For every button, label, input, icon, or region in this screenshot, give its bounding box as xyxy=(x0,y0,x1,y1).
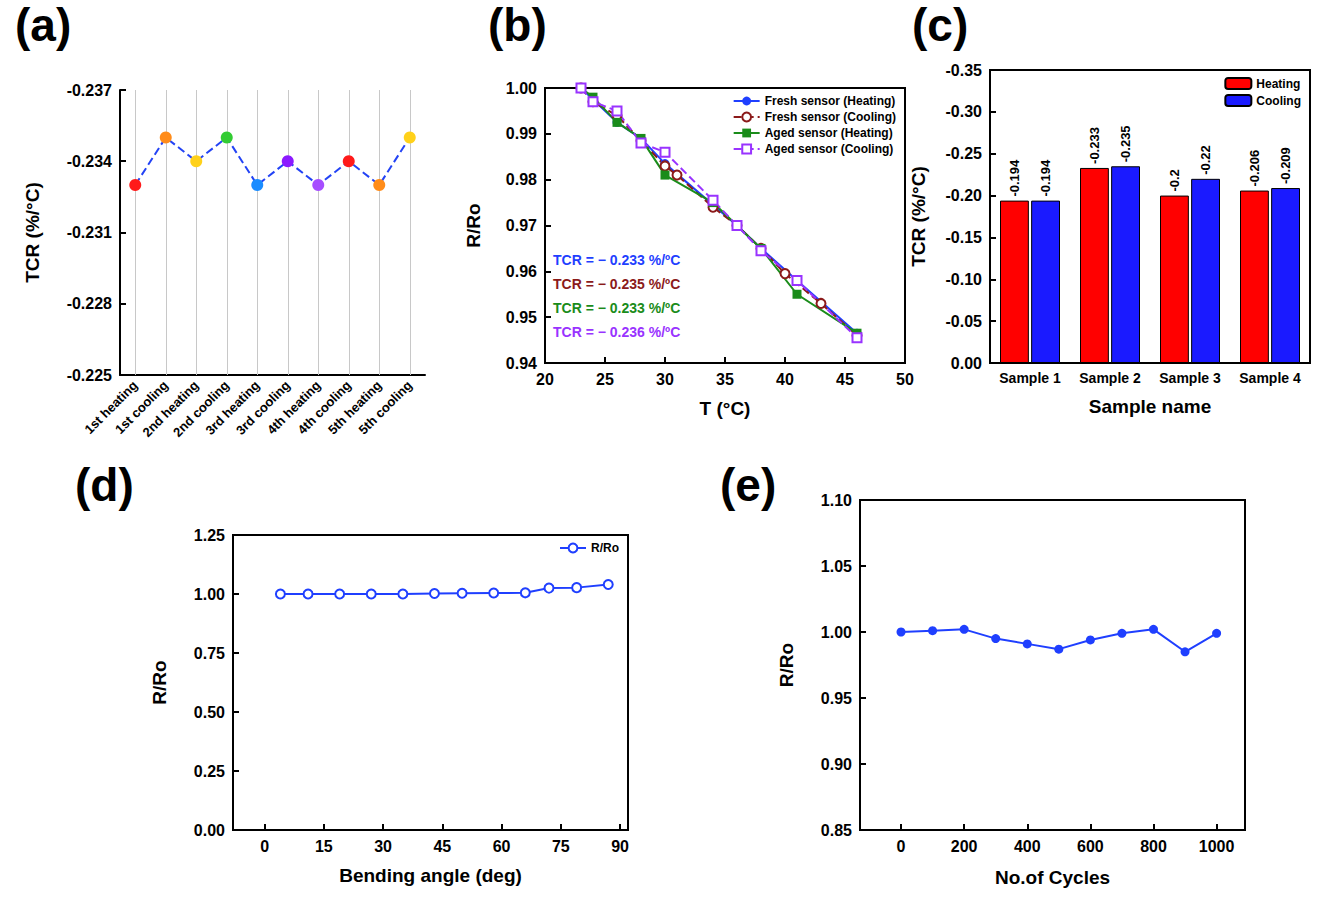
svg-text:3rd heating: 3rd heating xyxy=(202,377,263,438)
svg-text:-0.206: -0.206 xyxy=(1247,150,1262,187)
svg-text:1000: 1000 xyxy=(1199,838,1235,855)
svg-text:0.95: 0.95 xyxy=(506,309,537,326)
svg-text:0.85: 0.85 xyxy=(821,822,852,839)
svg-text:-0.15: -0.15 xyxy=(946,229,983,246)
svg-text:1.25: 1.25 xyxy=(194,527,225,544)
svg-text:(e): (e) xyxy=(720,459,776,511)
svg-text:35: 35 xyxy=(716,371,734,388)
svg-text:30: 30 xyxy=(656,371,674,388)
svg-text:-0.25: -0.25 xyxy=(946,145,983,162)
svg-text:Fresh sensor (Cooling): Fresh sensor (Cooling) xyxy=(765,110,896,124)
svg-text:800: 800 xyxy=(1140,838,1167,855)
svg-text:3rd cooling: 3rd cooling xyxy=(233,377,294,438)
svg-text:-0.237: -0.237 xyxy=(67,82,112,99)
svg-text:40: 40 xyxy=(776,371,794,388)
svg-text:R/Ro: R/Ro xyxy=(463,203,484,247)
svg-text:-0.234: -0.234 xyxy=(67,153,112,170)
svg-text:0.98: 0.98 xyxy=(506,171,537,188)
svg-text:0.90: 0.90 xyxy=(821,756,852,773)
svg-text:15: 15 xyxy=(315,838,333,855)
svg-text:-0.233: -0.233 xyxy=(1087,127,1102,164)
svg-text:Fresh sensor (Heating): Fresh sensor (Heating) xyxy=(765,94,896,108)
svg-text:-0.225: -0.225 xyxy=(67,367,112,384)
svg-text:T (°C): T (°C) xyxy=(700,398,751,419)
svg-text:Heating: Heating xyxy=(1256,77,1300,91)
svg-text:0: 0 xyxy=(260,838,269,855)
svg-text:30: 30 xyxy=(374,838,392,855)
svg-text:-0.20: -0.20 xyxy=(946,187,983,204)
svg-text:0.75: 0.75 xyxy=(194,645,225,662)
svg-text:-0.35: -0.35 xyxy=(946,62,983,79)
svg-text:0.25: 0.25 xyxy=(194,763,225,780)
svg-text:20: 20 xyxy=(536,371,554,388)
svg-text:5th cooling: 5th cooling xyxy=(355,378,415,438)
svg-text:0.50: 0.50 xyxy=(194,704,225,721)
svg-text:Aged sensor (Cooling): Aged sensor (Cooling) xyxy=(765,142,894,156)
svg-text:-0.194: -0.194 xyxy=(1038,159,1053,197)
svg-text:-0.30: -0.30 xyxy=(946,103,983,120)
svg-text:(d): (d) xyxy=(75,459,134,511)
svg-text:4th cooling: 4th cooling xyxy=(294,377,355,438)
svg-text:TCR = − 0.236 %/ºC: TCR = − 0.236 %/ºC xyxy=(553,324,680,340)
svg-text:2nd cooling: 2nd cooling xyxy=(169,377,233,440)
svg-text:0.00: 0.00 xyxy=(951,355,982,372)
svg-text:-0.228: -0.228 xyxy=(67,295,112,312)
svg-text:-0.10: -0.10 xyxy=(946,271,983,288)
svg-text:TCR = − 0.235 %/ºC: TCR = − 0.235 %/ºC xyxy=(553,276,680,292)
svg-text:1.00: 1.00 xyxy=(821,624,852,641)
svg-text:TCR (%/°C): TCR (%/°C) xyxy=(22,182,43,282)
svg-text:-0.194: -0.194 xyxy=(1007,159,1022,197)
svg-text:-0.2: -0.2 xyxy=(1167,169,1182,191)
svg-text:4th heating: 4th heating xyxy=(264,377,324,438)
svg-text:600: 600 xyxy=(1077,838,1104,855)
svg-text:1.05: 1.05 xyxy=(821,558,852,575)
svg-text:Bending angle (deg): Bending angle (deg) xyxy=(339,865,522,886)
svg-text:25: 25 xyxy=(596,371,614,388)
svg-text:Cooling: Cooling xyxy=(1256,94,1301,108)
svg-text:TCR = − 0.233 %/ºC: TCR = − 0.233 %/ºC xyxy=(553,300,680,316)
svg-text:75: 75 xyxy=(552,838,570,855)
svg-text:1.10: 1.10 xyxy=(821,492,852,509)
svg-text:-0.05: -0.05 xyxy=(946,313,983,330)
svg-text:(c): (c) xyxy=(912,0,968,51)
svg-text:0.97: 0.97 xyxy=(506,217,537,234)
svg-text:-0.22: -0.22 xyxy=(1198,145,1213,175)
svg-text:0.99: 0.99 xyxy=(506,125,537,142)
svg-text:-0.209: -0.209 xyxy=(1278,147,1293,184)
svg-text:2nd heating: 2nd heating xyxy=(139,377,202,440)
svg-text:1.00: 1.00 xyxy=(194,586,225,603)
svg-text:R/Ro: R/Ro xyxy=(776,643,797,687)
svg-text:90: 90 xyxy=(611,838,629,855)
svg-text:-0.231: -0.231 xyxy=(67,224,112,241)
svg-text:200: 200 xyxy=(951,838,978,855)
svg-text:45: 45 xyxy=(433,838,451,855)
svg-text:0.95: 0.95 xyxy=(821,690,852,707)
svg-text:No.of Cycles: No.of Cycles xyxy=(995,867,1110,888)
svg-text:0.00: 0.00 xyxy=(194,822,225,839)
svg-text:TCR (%/°C): TCR (%/°C) xyxy=(908,166,929,266)
svg-text:1.00: 1.00 xyxy=(506,80,537,97)
svg-text:(a): (a) xyxy=(15,0,71,51)
svg-text:TCR = − 0.233 %/ºC: TCR = − 0.233 %/ºC xyxy=(553,252,680,268)
svg-text:-0.235: -0.235 xyxy=(1118,125,1133,162)
svg-text:(b): (b) xyxy=(488,0,547,51)
svg-text:Sample 2: Sample 2 xyxy=(1079,370,1141,386)
svg-text:R/Ro: R/Ro xyxy=(591,541,619,555)
svg-text:1st cooling: 1st cooling xyxy=(112,377,172,437)
svg-text:0: 0 xyxy=(897,838,906,855)
svg-text:Sample 4: Sample 4 xyxy=(1239,370,1301,386)
svg-text:1st heating: 1st heating xyxy=(81,377,141,437)
svg-text:Sample 1: Sample 1 xyxy=(999,370,1061,386)
svg-text:R/Ro: R/Ro xyxy=(149,660,170,704)
svg-text:400: 400 xyxy=(1014,838,1041,855)
svg-text:Sample 3: Sample 3 xyxy=(1159,370,1221,386)
svg-text:0.94: 0.94 xyxy=(506,355,537,372)
svg-text:60: 60 xyxy=(493,838,511,855)
svg-text:50: 50 xyxy=(896,371,914,388)
svg-text:45: 45 xyxy=(836,371,854,388)
svg-text:Sample name: Sample name xyxy=(1089,396,1212,417)
svg-text:5th heating: 5th heating xyxy=(325,377,385,438)
svg-text:Aged sensor (Heating): Aged sensor (Heating) xyxy=(765,126,893,140)
svg-text:0.96: 0.96 xyxy=(506,263,537,280)
